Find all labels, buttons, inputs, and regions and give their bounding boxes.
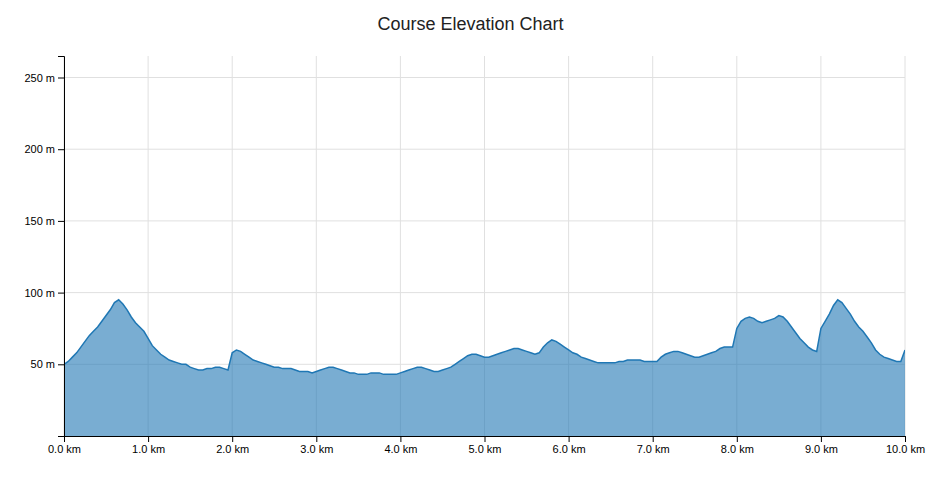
x-tick-label: 9.0 km — [805, 443, 838, 455]
x-tick-label: 1.0 km — [132, 443, 165, 455]
x-tick-mark — [400, 436, 401, 442]
marks — [64, 300, 905, 436]
x-tick: 6.0 km — [553, 436, 586, 455]
x-tick: 2.0 km — [216, 436, 249, 455]
x-tick: 5.0 km — [468, 436, 501, 455]
y-tick-label: 100 m — [24, 287, 55, 299]
y-tick: 100 m — [24, 287, 64, 299]
y-tick: 50 m — [31, 358, 64, 370]
x-tick-mark — [905, 436, 906, 442]
area — [64, 300, 905, 436]
x-tick: 4.0 km — [384, 436, 417, 455]
line — [64, 300, 905, 375]
x-tick-label: 3.0 km — [300, 443, 333, 455]
x-tick-mark — [485, 436, 486, 442]
x-tick-mark — [569, 436, 570, 442]
x-tick: 0.0 km — [48, 436, 81, 455]
x-tick-mark — [737, 436, 738, 442]
grid — [64, 56, 905, 436]
y-tick: 150 m — [24, 215, 64, 227]
y-tick-label: 200 m — [24, 143, 55, 155]
y-tick: 250 m — [24, 72, 64, 84]
chart: Course Elevation Chart 0.0 km 1.0 km 2.0 km… — [0, 0, 941, 480]
y-tick-label: 50 m — [31, 358, 55, 370]
x-tick-label: 7.0 km — [637, 443, 670, 455]
x-tick-label: 10.0 km — [886, 443, 925, 455]
x-tick-label: 5.0 km — [468, 443, 501, 455]
plot: 0.0 km 1.0 km 2.0 km 3.0 km 4.0 km 5.0 km 6.0 … — [24, 56, 925, 455]
x-tick-label: 4.0 km — [384, 443, 417, 455]
x-tick-mark — [232, 436, 233, 442]
x-axis: 0.0 km 1.0 km 2.0 km 3.0 km 4.0 km 5.0 km 6.0 … — [48, 436, 925, 455]
x-tick: 1.0 km — [132, 436, 165, 455]
x-tick-label: 2.0 km — [216, 443, 249, 455]
x-tick: 7.0 km — [637, 436, 670, 455]
x-tick: 10.0 km — [886, 436, 925, 455]
x-axis-line — [65, 437, 906, 443]
x-tick: 3.0 km — [300, 436, 333, 455]
x-tick-mark — [653, 436, 654, 442]
y-axis-line — [58, 57, 65, 437]
y-tick-label: 150 m — [24, 215, 55, 227]
title: Course Elevation Chart — [377, 14, 563, 34]
x-tick: 9.0 km — [805, 436, 838, 455]
x-tick-label: 6.0 km — [553, 443, 586, 455]
x-tick-label: 8.0 km — [721, 443, 754, 455]
x-tick-mark — [316, 436, 317, 442]
y-tick-mark — [58, 221, 64, 222]
y-tick-mark — [58, 78, 64, 79]
y-tick-label: 250 m — [24, 72, 55, 84]
y-axis: 50 m 100 m 150 m 200 m 250 m — [24, 57, 64, 437]
y-tick: 200 m — [24, 143, 64, 155]
x-tick: 8.0 km — [721, 436, 754, 455]
x-tick-label: 0.0 km — [48, 443, 81, 455]
y-tick-mark — [58, 364, 64, 365]
x-tick-mark — [821, 436, 822, 442]
x-tick-mark — [148, 436, 149, 442]
y-tick-mark — [58, 149, 64, 150]
y-tick-mark — [58, 293, 64, 294]
